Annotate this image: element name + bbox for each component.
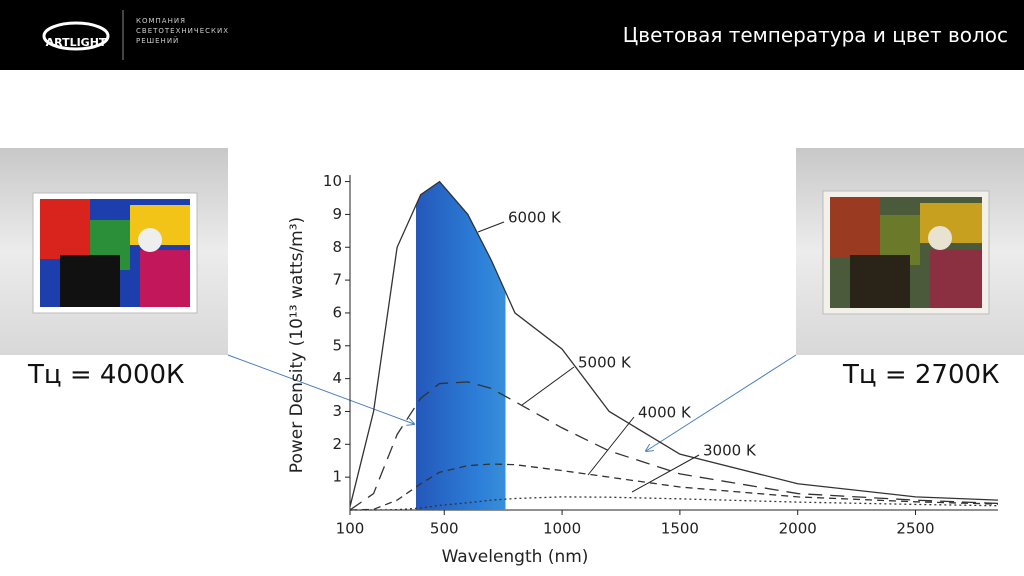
y-tick-label: 5 — [332, 336, 342, 354]
logo-swoosh — [42, 21, 110, 51]
pointer-arrow — [646, 354, 797, 451]
company-line: РЕШЕНИЙ — [136, 36, 179, 45]
caption-right: Тц = 2700К — [842, 360, 1000, 390]
label-leader — [587, 416, 635, 476]
series-label: 6000 K — [508, 209, 562, 227]
series-line — [349, 463, 999, 511]
y-tick-label: 10 — [323, 172, 342, 190]
pointer-arrow — [227, 354, 414, 424]
y-axis-label: Power Density (10¹³ watts/m³) — [287, 217, 307, 473]
series-label: 3000 K — [703, 442, 757, 460]
x-tick-label: 100 — [336, 520, 365, 538]
company-line: КОМПАНИЯ — [136, 17, 186, 25]
x-axis-label: Wavelength (nm) — [442, 547, 589, 567]
series-label: 4000 K — [638, 404, 692, 422]
spectrum-fill — [415, 181, 506, 510]
label-leader — [477, 221, 505, 233]
x-tick-label: 2000 — [779, 520, 817, 538]
caption-left: Тц = 4000К — [27, 360, 185, 390]
painting-left — [0, 148, 228, 355]
slide-title: Цветовая температура и цвет волос — [623, 23, 1008, 47]
company-line: СВЕТОТЕХНИЧЕСКИХ — [136, 27, 229, 35]
series-line — [349, 381, 999, 511]
x-tick-label: 1000 — [543, 520, 581, 538]
x-tick-label: 2500 — [896, 520, 934, 538]
label-leader — [521, 366, 575, 406]
y-tick-label: 1 — [332, 468, 342, 486]
y-tick-label: 7 — [332, 271, 342, 289]
x-tick-label: 500 — [430, 520, 459, 538]
series-line — [350, 496, 999, 511]
y-tick-label: 4 — [332, 369, 342, 387]
x-tick-label: 1500 — [661, 520, 699, 538]
y-tick-label: 3 — [332, 402, 342, 420]
y-tick-label: 9 — [332, 205, 342, 223]
y-tick-label: 2 — [332, 435, 342, 453]
series-line — [349, 180, 999, 507]
logo: ARTLIGHT — [46, 36, 107, 49]
painting-right — [796, 148, 1024, 355]
spectrum-band — [415, 181, 506, 510]
y-tick-label: 8 — [332, 238, 342, 256]
y-tick-label: 6 — [332, 303, 342, 321]
label-leader — [631, 454, 700, 493]
series-label: 5000 K — [578, 354, 632, 372]
plot: 1 2 3 4 5 6 7 8 9 10 100 500 1000 1500 2000 2500 6000 K 5… — [323, 172, 999, 538]
header-bar — [0, 0, 1024, 70]
